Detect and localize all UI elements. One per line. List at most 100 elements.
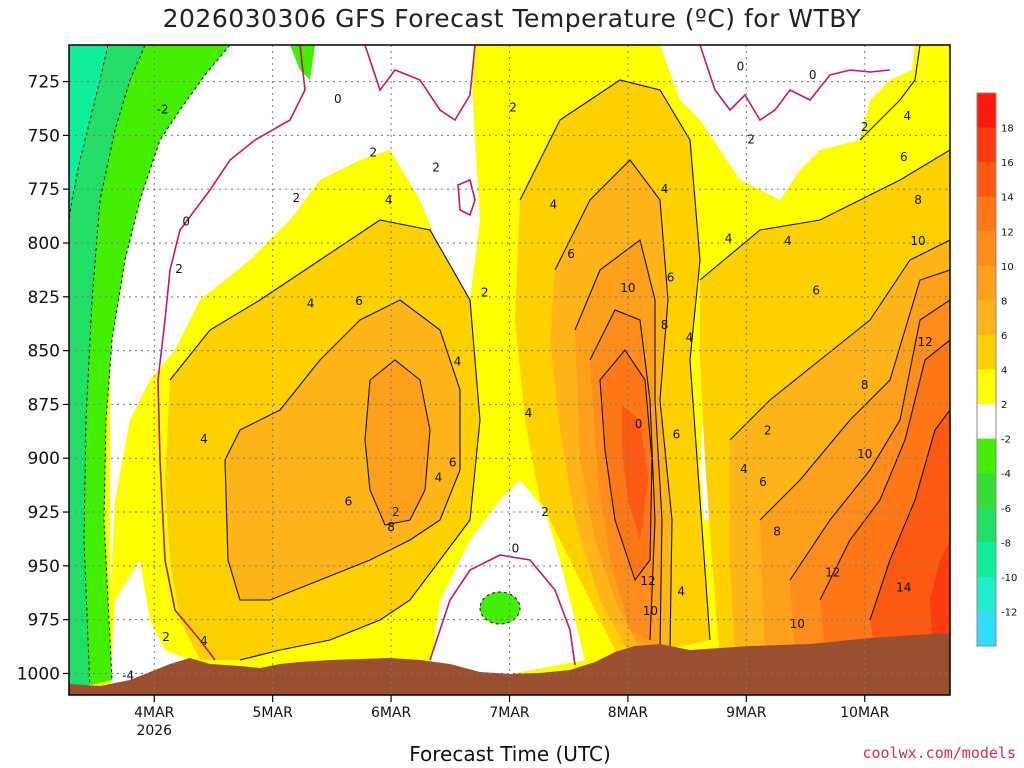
colorbar-cell	[977, 507, 996, 543]
colorbar-cell	[977, 334, 996, 370]
ground-terrain	[69, 633, 950, 695]
x-tick-label-10mar: 10MAR	[840, 705, 889, 721]
contour-label: 0	[182, 214, 190, 228]
y-tick-label-1000: 1000	[17, 664, 60, 684]
contour-10c-far-right	[789, 299, 950, 581]
contour-14c-far-right	[869, 409, 950, 621]
contour-label: 8	[661, 318, 669, 332]
contour-12c-right	[599, 349, 653, 582]
contour-neg2c-blob	[479, 591, 521, 625]
contour-4c-far-right	[699, 149, 950, 281]
contour-label: -2	[157, 103, 169, 117]
x-tick-label-8mar: 8MAR	[608, 705, 649, 721]
contour-label: 4	[200, 432, 208, 446]
colorbar-label: -10	[1001, 573, 1017, 584]
contour-label: 2	[764, 423, 772, 437]
contour-label: 4	[661, 182, 669, 196]
contour-label: 2	[162, 630, 170, 644]
colorbar-label: -12	[1001, 607, 1017, 618]
contour-label: 4	[784, 234, 792, 248]
contour-label: 12	[825, 565, 840, 579]
colorbar-cell	[977, 404, 996, 440]
contour-label: 10	[620, 281, 635, 295]
contour-label: 2	[747, 133, 755, 147]
contour-neg4c	[83, 45, 146, 691]
contour-label: 2	[392, 505, 400, 519]
colorbar-label: 8	[1001, 296, 1007, 307]
contour-6c-far-right	[729, 239, 950, 441]
contour-label: 6	[900, 150, 908, 164]
colorbar-label: 2	[1001, 400, 1007, 411]
contour-8c-right	[574, 239, 663, 651]
contour-label: 2	[370, 146, 378, 160]
contour-12c-far-right	[819, 339, 950, 601]
y-tick-label-825: 825	[28, 288, 60, 308]
colorbar-cell	[977, 438, 996, 474]
colorbar-label: -2	[1001, 435, 1011, 446]
contour-label: 4	[454, 354, 462, 368]
contour-neg6c	[69, 45, 109, 221]
contour-label: 6	[567, 247, 575, 261]
y-tick-label-950: 950	[28, 557, 60, 577]
contour-label: 8	[861, 378, 869, 392]
contour-label: 8	[387, 520, 395, 534]
contour-label: 14	[896, 580, 911, 594]
contour-label: 0	[334, 92, 342, 106]
colorbar-cell	[977, 127, 996, 163]
credit-link[interactable]: coolwx.com/models	[862, 744, 1016, 762]
field-white-upper-mid	[300, 45, 475, 120]
contour-label: 6	[759, 475, 767, 489]
y-tick-label-900: 900	[28, 449, 60, 469]
field-white-lower-mid	[430, 480, 585, 676]
colorbar-cell	[977, 473, 996, 509]
y-tick-label-750: 750	[28, 126, 60, 146]
x-tick-label-9mar: 9MAR	[726, 705, 767, 721]
contour-label: 4	[725, 232, 733, 246]
colorbar-label: 14	[1001, 193, 1014, 204]
contour-label: -4	[122, 669, 134, 683]
contour-2c-far-right	[859, 45, 921, 141]
contour-label: 4	[307, 296, 315, 310]
y-tick-label-975: 975	[28, 611, 60, 631]
colorbar-label: 4	[1001, 366, 1007, 377]
contour-label: 2	[481, 286, 489, 300]
contour-4c-left	[169, 219, 481, 661]
x-tick-label-4mar: 4MAR	[134, 705, 175, 721]
contour-labels: -4-2220442466842246420224204610012104686…	[122, 60, 933, 683]
contour-label: 10	[643, 604, 658, 618]
contour-label: 6	[673, 428, 681, 442]
contour-8c-left	[364, 359, 431, 526]
contour-label: 4	[549, 197, 557, 211]
contour-label: 2	[432, 161, 440, 175]
contour-label: 2	[293, 191, 301, 205]
contour-label: 6	[449, 456, 457, 470]
contour-label: 2	[541, 505, 549, 519]
field-6c-pocket	[236, 466, 264, 590]
field-14c-far-right	[870, 410, 950, 648]
colorbar-label: 10	[1001, 262, 1014, 273]
y-tick-label-775: 775	[28, 180, 60, 200]
contour-label: 2	[175, 262, 183, 276]
contour-6c-right	[554, 159, 673, 651]
contour-label: 6	[812, 283, 820, 297]
contour-label: 12	[640, 574, 655, 588]
zero-contour-upper-left	[364, 45, 476, 122]
field-8c-left	[365, 360, 430, 525]
chart-title: 2026030306 GFS Forecast Temperature (ºC)…	[162, 4, 862, 33]
colorbar-cell	[977, 300, 996, 336]
contour-label: 2	[861, 120, 869, 134]
contour-label: 4	[435, 471, 443, 485]
contour-label: 6	[667, 270, 675, 284]
x-axis: 4MAR 2026 5MAR 6MAR 7MAR 8MAR 9MAR 10MAR	[134, 695, 890, 739]
x-tick-sublabel-year: 2026	[136, 723, 172, 739]
x-tick-label-7mar: 7MAR	[489, 705, 530, 721]
contour-neg2c	[103, 45, 231, 681]
contour-label: 8	[773, 524, 781, 538]
contour-label: 0	[737, 60, 745, 74]
y-tick-label-850: 850	[28, 342, 60, 362]
y-axis: 725 750 775 800 825 850 875 900 925 950 975 1000	[17, 73, 69, 684]
field-green-left	[69, 45, 230, 690]
y-tick-label-875: 875	[28, 395, 60, 415]
contour-4c-right	[519, 79, 711, 641]
